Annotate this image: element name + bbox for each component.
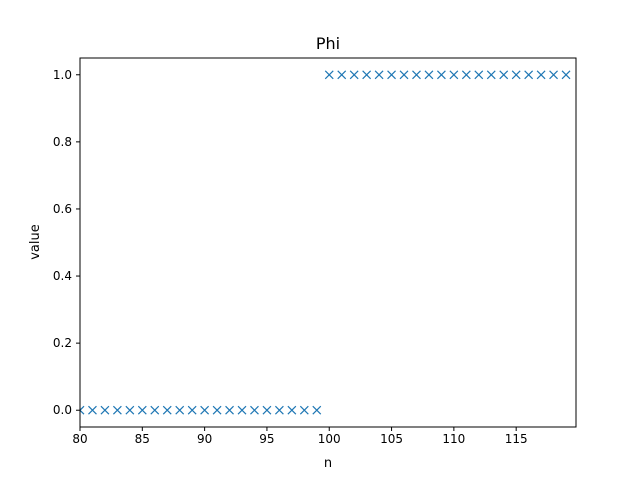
y-tick-label: 0.8: [53, 135, 72, 149]
data-point-marker: [125, 405, 135, 415]
y-tick-label: 0.2: [53, 336, 72, 350]
data-markers: [80, 70, 571, 415]
y-axis-label: value: [28, 224, 43, 260]
data-point-marker: [387, 70, 396, 80]
data-point-marker: [324, 70, 334, 80]
data-point-marker: [237, 405, 247, 415]
data-point-marker: [399, 70, 409, 80]
data-point-marker: [100, 405, 110, 415]
data-point-marker: [561, 70, 571, 80]
x-tick-label: 105: [380, 432, 403, 446]
data-point-marker: [212, 405, 222, 415]
data-point-marker: [262, 405, 272, 415]
data-point-marker: [499, 70, 509, 80]
data-point-marker: [225, 405, 234, 415]
data-point-marker: [287, 405, 297, 415]
x-tick-label: 85: [135, 432, 150, 446]
data-point-marker: [349, 70, 359, 80]
data-point-marker: [461, 70, 471, 80]
data-point-marker: [274, 405, 284, 415]
data-point-marker: [524, 70, 534, 80]
y-tick-label: 0.0: [53, 403, 72, 417]
x-tick-label: 80: [72, 432, 87, 446]
data-point-marker: [137, 405, 147, 415]
data-point-marker: [150, 405, 160, 415]
data-point-marker: [424, 70, 434, 80]
y-tick-label: 0.6: [53, 202, 72, 216]
data-point-marker: [449, 70, 459, 80]
data-point-marker: [250, 405, 259, 415]
data-point-marker: [549, 70, 558, 80]
data-point-marker: [312, 405, 322, 415]
data-point-marker: [374, 70, 384, 80]
x-axis-ticks: 80 85 90 95 100 105 110 115: [72, 427, 528, 446]
x-tick-label: 100: [318, 432, 341, 446]
data-point-marker: [187, 405, 197, 415]
plot-frame: [79, 57, 577, 428]
data-point-marker: [88, 405, 97, 415]
data-point-marker: [474, 70, 484, 80]
data-point-marker: [299, 405, 309, 415]
data-point-marker: [80, 405, 85, 415]
y-tick-label: 0.4: [53, 269, 72, 283]
data-point-marker: [436, 70, 446, 80]
data-point-marker: [112, 405, 122, 415]
x-tick-label: 115: [505, 432, 528, 446]
data-point-marker: [162, 405, 172, 415]
data-point-marker: [175, 405, 185, 415]
x-tick-label: 90: [197, 432, 212, 446]
x-tick-label: 110: [442, 432, 465, 446]
data-point-marker: [486, 70, 496, 80]
data-point-marker: [511, 70, 521, 80]
y-tick-label: 1.0: [53, 68, 72, 82]
y-axis-ticks: 0.0 0.2 0.4 0.6 0.8 1.0: [53, 68, 80, 417]
data-point-marker: [337, 70, 347, 80]
x-axis-label: n: [324, 456, 332, 471]
chart-title: Phi: [316, 34, 340, 53]
x-tick-label: 95: [259, 432, 274, 446]
data-point-marker: [412, 70, 421, 80]
data-point-marker: [362, 70, 372, 80]
data-point-marker: [200, 405, 210, 415]
data-point-marker: [536, 70, 546, 80]
